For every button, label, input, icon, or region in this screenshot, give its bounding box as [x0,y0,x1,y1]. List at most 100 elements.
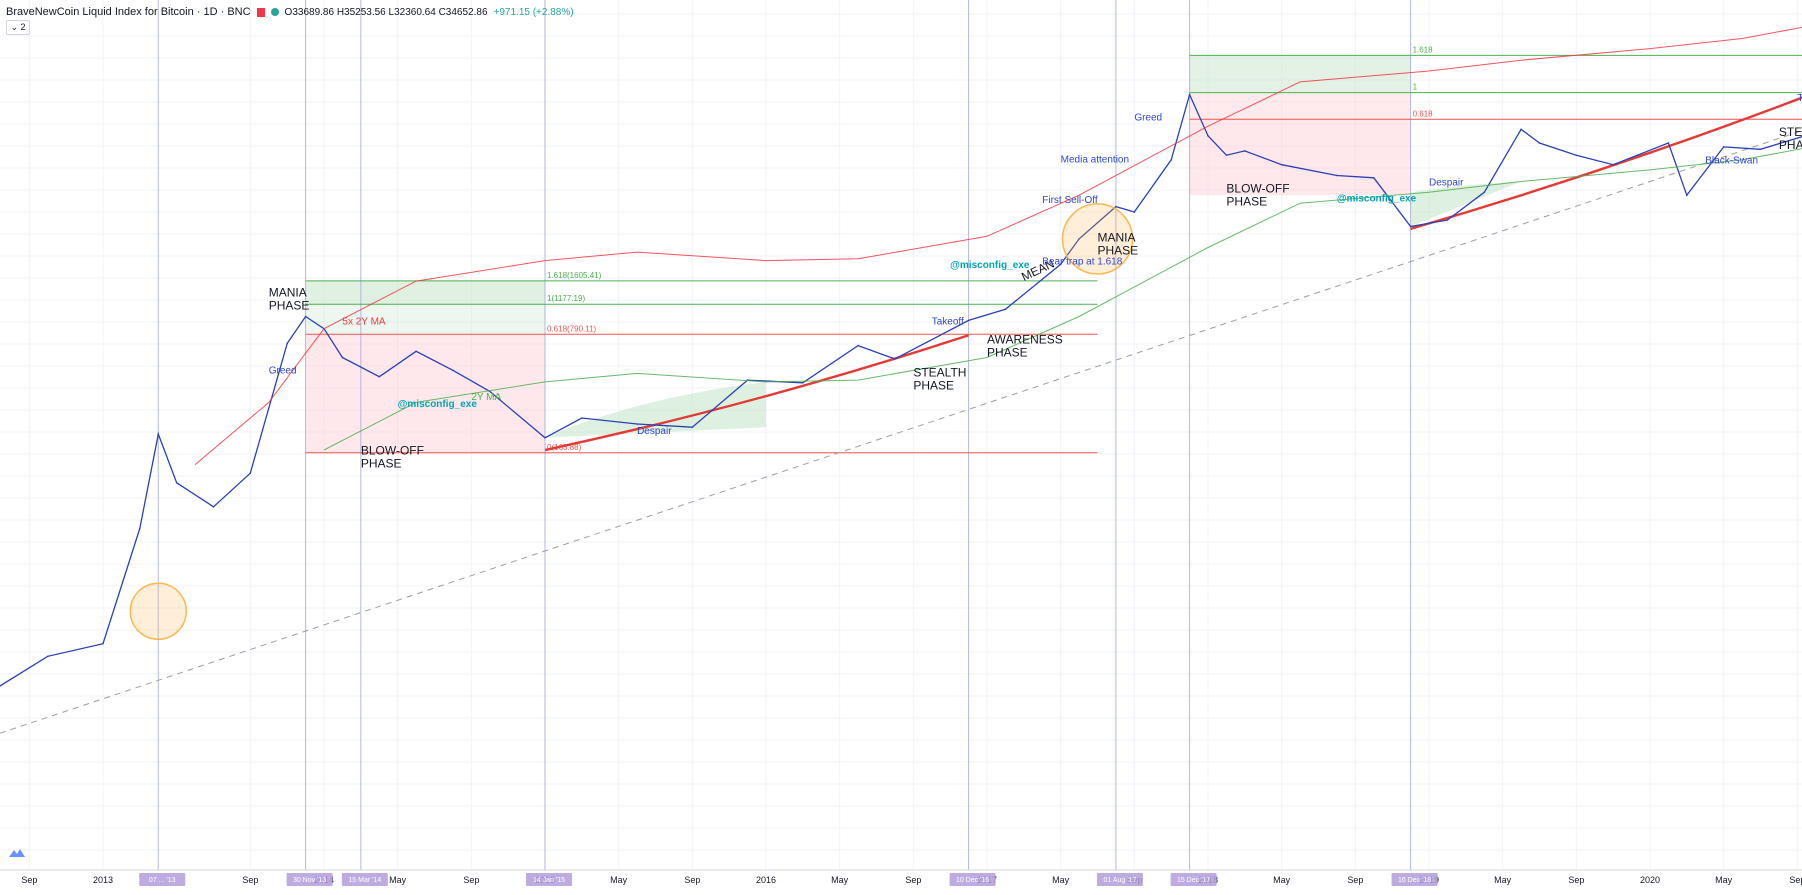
date-badge-label: 30 Nov '13 [293,877,326,884]
price-point [636,423,638,425]
price-point [1538,142,1541,144]
fib-levels: 1.618(1605.41) 1(1177.19) 0.618(790.11) 0(1… [305,45,1802,454]
fib-label: 0.618 [1413,109,1434,118]
price-point [857,344,859,347]
flag-icon[interactable] [256,7,265,17]
annotation-label: STEALTH [1779,125,1802,139]
chart-header: BraveNewCoin Liquid Index for Bitcoin · … [6,4,574,20]
fib-zone [1189,119,1411,196]
series-line-price [0,92,1802,687]
price-point [175,482,178,484]
series-line-ma-2y [323,148,1802,451]
price-point [1078,238,1080,240]
price-point [802,381,804,384]
date-badge [341,873,388,886]
price-point [46,655,49,658]
trendlines [0,96,1802,734]
annotation-label: Takeoff [932,316,964,327]
date-badge [1170,873,1217,886]
x-tick-label: Sep [1347,875,1363,885]
fib-zone [1189,55,1411,93]
series-line-ma-2y-x5 [194,26,1802,465]
grid [0,0,1802,873]
fib-label: 1(1177.19) [547,294,585,303]
x-tick-label: Sep [684,875,700,885]
price-point [894,358,896,360]
fib-zone [305,280,545,305]
market-status-icon [270,8,279,16]
price-point [1722,146,1725,148]
date-badge [526,873,572,886]
date-badge-label: 10 Dec '16 [956,877,989,884]
price-point [452,369,454,372]
price-point [1280,163,1283,166]
price-point [341,356,344,359]
fib-label: 0.618(790.11) [547,324,597,333]
annotation-label: First Sell-Off [1042,195,1098,206]
price-point [1483,191,1486,194]
despair-zone [545,381,766,438]
price-point [102,642,104,645]
highlight-circles [129,203,1134,641]
annotation-label: PHASE [987,345,1028,359]
price-point [1059,263,1062,266]
legend-toggle-button[interactable]: ⌄ 2 [6,20,30,35]
date-badge-label: 15 Dec '17 [1177,877,1210,884]
axis-background [0,870,1802,895]
price-point [581,417,583,419]
annotation-label: PHASE [1098,244,1139,258]
date-badge-label: 15 Mar '14 [348,877,381,884]
price-point [1115,205,1117,208]
x-tick-label: Sep [463,875,479,885]
symbol-title[interactable]: BraveNewCoin Liquid Index for Bitcoin · … [6,6,251,18]
date-badge [1391,873,1438,886]
annotation-label: @misconfig_exe [950,260,1030,271]
x-tick-label: May [831,875,849,885]
price-point [139,527,141,530]
x-tick-label: Sep [1789,875,1802,885]
x-tick-label: 2013 [93,875,113,885]
fib-zone [305,304,545,335]
price-point [1667,142,1670,144]
x-tick-label: May [1494,875,1512,885]
annotation-label: 5x 2Y MA [342,316,385,327]
date-badge-label: 14 Jan '15 [533,877,565,884]
x-tick-label: Sep [21,875,37,885]
annotation-label: Takeoff [1797,93,1802,104]
price-point [286,342,288,345]
price-point [415,350,417,353]
annotation-label: STEALTH [913,366,966,380]
price-point [1409,225,1412,228]
annotation-label: BLOW-OFF [361,444,424,458]
annotation-label: @misconfig_exe [398,399,478,410]
ohlc-values: O33689.86 H35253.56 L32360.64 C34652.86 [284,6,488,18]
annotation-label: Bear trap at 1.618 [1042,256,1122,267]
annotation-label: PHASE [361,457,402,471]
price-point [544,436,546,439]
x-tick-label: Sep [1568,875,1584,885]
trendline-support [544,334,969,452]
highlight-circle [129,582,187,641]
price-point [1372,177,1375,179]
price-point [691,426,694,429]
annotation-label: Media attention [1061,155,1129,166]
annotation-label: MANIA [1098,231,1136,245]
price-point [249,472,252,474]
annotation-label: @misconfig_exe [1337,194,1417,205]
price-point [1759,148,1762,151]
x-tick-label: 2020 [1640,875,1660,885]
price-point [1004,308,1007,311]
price-point [1686,194,1688,197]
price-point [1225,154,1228,157]
price-point [1207,135,1209,137]
annotation-label: MANIA [269,286,307,300]
fib-label: 1.618(1605.41) [547,271,602,280]
x-tick-label: May [1273,875,1291,885]
price-point [157,433,160,435]
x-tick-label: May [1715,875,1733,885]
price-point [378,375,381,378]
trendline-dashed [0,130,1802,734]
price-point [1133,211,1136,213]
